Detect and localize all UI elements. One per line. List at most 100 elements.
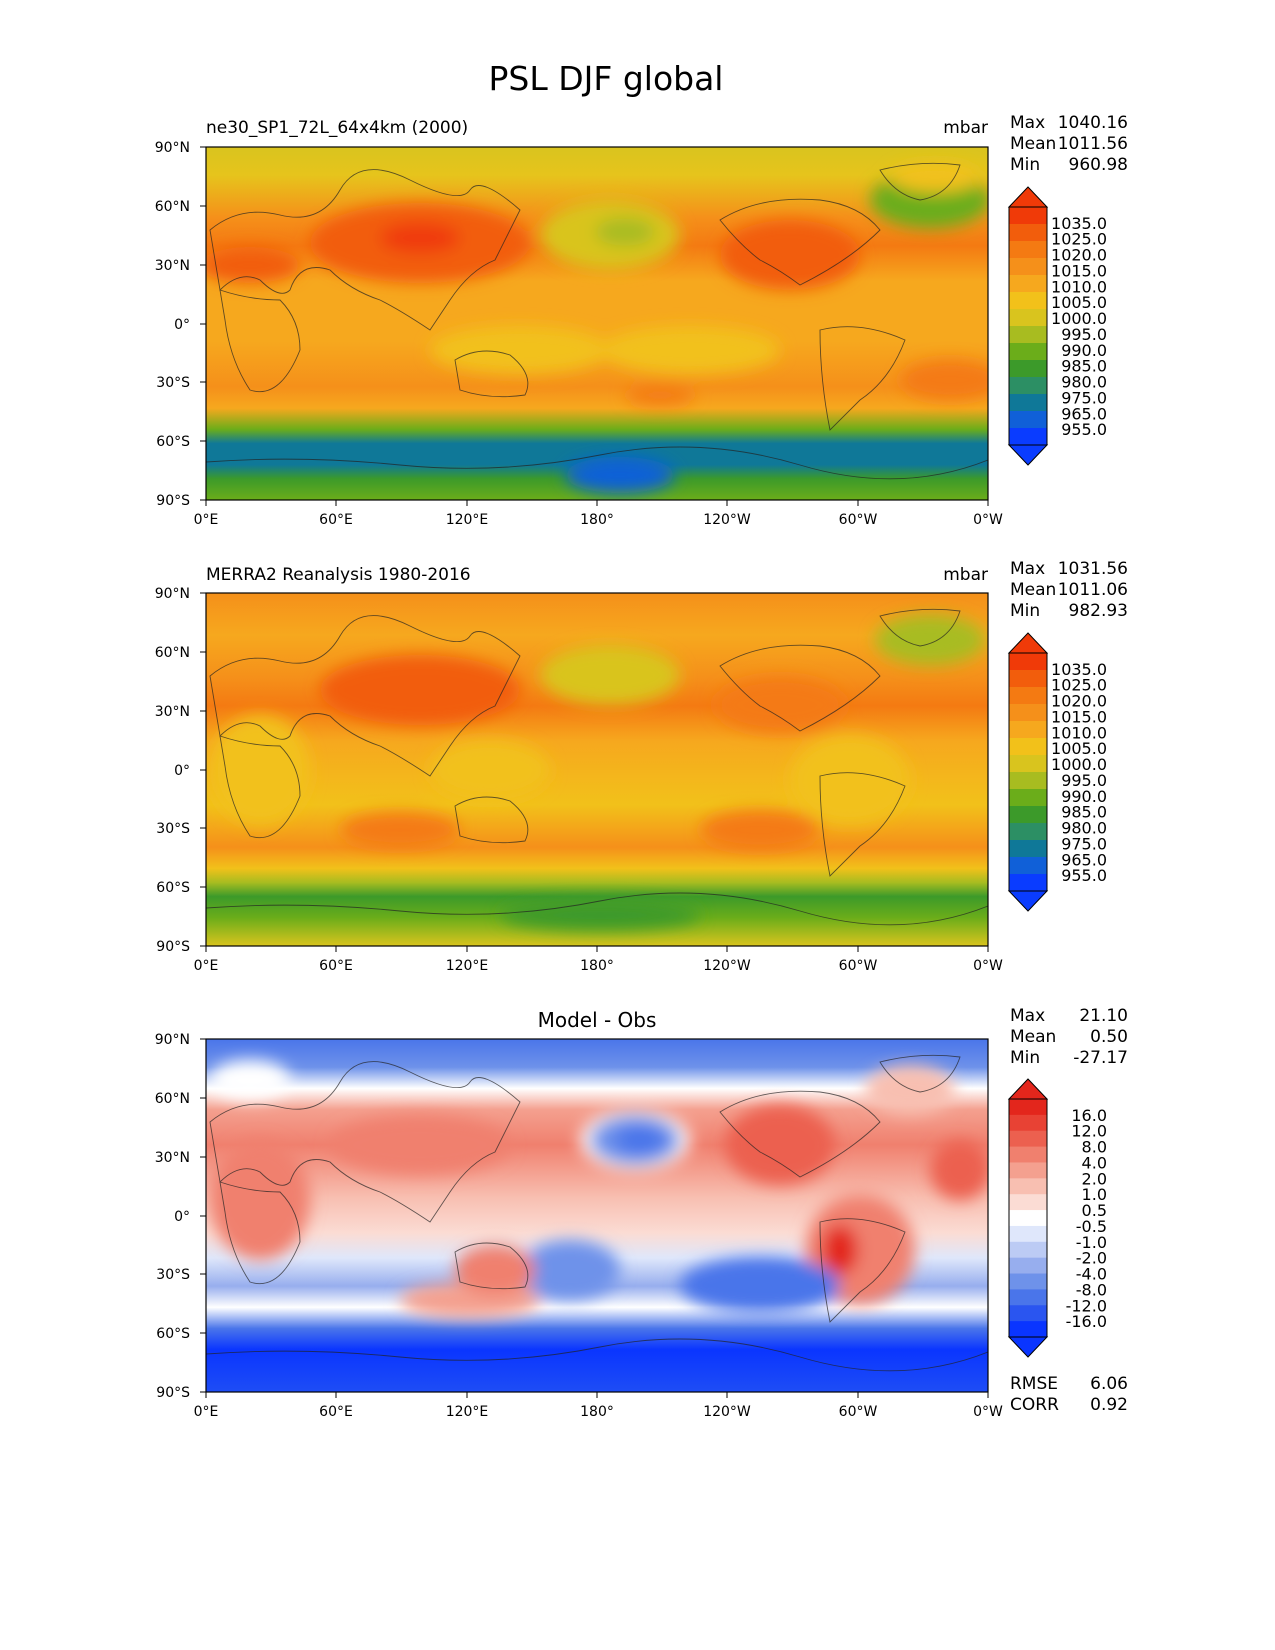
colorbar-segment xyxy=(1009,1162,1047,1179)
lat-ticks: 90°N 60°N 30°N 0° 30°S 60°S 90°S xyxy=(155,140,190,509)
colorbar-tick-label: 990.0 xyxy=(1061,787,1107,806)
colorbar-tick-label: 965.0 xyxy=(1061,850,1107,869)
coastline-outline xyxy=(206,608,988,926)
lon-label: 0°E xyxy=(194,512,219,528)
colorbar-tick-label: -1.0 xyxy=(1076,1233,1107,1252)
colorbar-frame xyxy=(1008,1098,1048,1338)
stat-value-mean: 1011.56 xyxy=(1058,134,1128,154)
panel-title-right: mbar xyxy=(943,118,988,138)
colorbar-segment xyxy=(1009,343,1047,361)
colorbar-tick-label: 985.0 xyxy=(1061,357,1107,376)
lat-label: 0° xyxy=(174,1209,190,1225)
colorbar-tick-label: 1000.0 xyxy=(1051,309,1107,328)
rmse-label: RMSE xyxy=(1010,1374,1058,1394)
lon-label: 60°W xyxy=(839,512,878,528)
colorbar-tick-label: 1.0 xyxy=(1082,1185,1107,1204)
colorbar-tick-label: 975.0 xyxy=(1061,388,1107,407)
stat-label-mean: Mean xyxy=(1010,134,1056,154)
colorbar-tick-label: 1000.0 xyxy=(1051,755,1107,774)
colorbar-tick-label: 12.0 xyxy=(1071,1122,1107,1141)
colorbar-frame xyxy=(1008,206,1048,446)
stat-label-min: Min xyxy=(1010,155,1040,175)
lon-label: 0°W xyxy=(973,958,1003,974)
lat-label: 90°N xyxy=(155,1032,190,1048)
colorbar-segment xyxy=(1009,377,1047,395)
lat-label: 90°S xyxy=(156,1385,190,1401)
lon-label: 180° xyxy=(580,1404,614,1420)
lon-label: 120°E xyxy=(446,958,489,974)
colorbar-tick-label: 1020.0 xyxy=(1051,246,1107,265)
colorbar-tick-label: -2.0 xyxy=(1076,1249,1107,1268)
colorbar-segment xyxy=(1009,309,1047,327)
lon-label: 60°W xyxy=(839,1404,878,1420)
colorbar-segment xyxy=(1009,360,1047,378)
colorbar-extend-min xyxy=(1007,890,1049,912)
stat-value-min: 960.98 xyxy=(1069,155,1128,175)
stat-value-min: 982.93 xyxy=(1069,601,1128,621)
colorbar-segment xyxy=(1009,1321,1047,1338)
colorbar-segment xyxy=(1009,1114,1047,1132)
colorbar-segment xyxy=(1009,772,1047,790)
stat-value-mean: 1011.06 xyxy=(1058,580,1128,600)
lon-label: 0°W xyxy=(973,1404,1003,1420)
colorbar-tick-label: 16.0 xyxy=(1071,1106,1107,1125)
lon-label: 60°E xyxy=(319,1404,353,1420)
stat-label-mean: Mean xyxy=(1010,580,1056,600)
lat-label: 60°N xyxy=(155,199,190,215)
colorbar-segment xyxy=(1009,1273,1047,1290)
colorbar-tick-label: 1025.0 xyxy=(1051,230,1107,249)
colorbar-tick-label: -8.0 xyxy=(1076,1280,1107,1299)
footer-stats: RMSE 6.06 CORR 0.92 xyxy=(1010,1374,1128,1415)
panel-model: ne30_SP1_72L_64x4km (2000) mbar xyxy=(155,113,1128,528)
colorbar-segment xyxy=(1009,823,1047,841)
colorbar-tick-label: 955.0 xyxy=(1061,866,1107,885)
panel-title-right: mbar xyxy=(943,565,988,585)
colorbar-segment xyxy=(1009,1099,1047,1116)
colorbar-tick-label: 985.0 xyxy=(1061,803,1107,822)
colorbar-segment xyxy=(1009,721,1047,739)
lat-label: 90°S xyxy=(156,493,190,509)
lon-label: 0°E xyxy=(194,958,219,974)
colorbar-tick-label: 0.5 xyxy=(1082,1201,1107,1220)
colorbar-tick-label: 980.0 xyxy=(1061,373,1107,392)
colorbar-tick-label: 995.0 xyxy=(1061,325,1107,344)
colorbar-segment xyxy=(1009,1146,1047,1163)
colorbar-tick-label: 1035.0 xyxy=(1051,660,1107,679)
stat-label-max: Max xyxy=(1010,113,1045,133)
colorbar-segment xyxy=(1009,241,1047,259)
psl-map-field xyxy=(206,147,988,500)
lat-label: 60°N xyxy=(155,645,190,661)
colorbar-segment xyxy=(1009,1241,1047,1259)
lat-label: 90°N xyxy=(155,586,190,602)
lon-label: 60°E xyxy=(319,958,353,974)
colorbar-segment xyxy=(1009,394,1047,412)
lon-ticks: 0°E 60°E 120°E 180° 120°W 60°W 0°W xyxy=(194,958,1003,974)
panel-diff: Model - Obs xyxy=(155,1006,1128,1420)
colorbar-segment xyxy=(1009,789,1047,807)
colorbar-segment xyxy=(1009,1257,1047,1275)
colorbar-segment xyxy=(1009,806,1047,824)
lon-label: 120°W xyxy=(703,958,751,974)
colorbar-segment xyxy=(1009,840,1047,858)
colorbar-tick-label: 8.0 xyxy=(1082,1138,1107,1157)
colorbar-segment xyxy=(1009,1130,1047,1148)
stat-value-max: 1031.56 xyxy=(1058,559,1128,579)
psl-map-field xyxy=(206,593,988,946)
panel-title-left: MERRA2 Reanalysis 1980-2016 xyxy=(206,565,471,585)
colorbar-tick-label: 990.0 xyxy=(1061,341,1107,360)
colorbar-segment xyxy=(1009,653,1047,671)
lon-ticks: 0°E 60°E 120°E 180° 120°W 60°W 0°W xyxy=(194,512,1003,528)
lat-label: 30°N xyxy=(155,704,190,720)
lon-label: 60°W xyxy=(839,958,878,974)
corr-value: 0.92 xyxy=(1090,1395,1128,1415)
colorbar-tick-label: 1005.0 xyxy=(1051,739,1107,758)
colorbar-segment xyxy=(1009,857,1047,875)
coastline-outline xyxy=(206,162,988,480)
colorbar-extend-max xyxy=(1007,632,1049,654)
lat-ticks: 90°N 60°N 30°N 0° 30°S 60°S 90°S xyxy=(155,586,190,955)
colorbar-segment xyxy=(1009,1178,1047,1195)
colorbar-tick-label: 1015.0 xyxy=(1051,707,1107,726)
lat-label: 90°N xyxy=(155,140,190,156)
stat-label-min: Min xyxy=(1010,601,1040,621)
colorbar-segment xyxy=(1009,326,1047,344)
